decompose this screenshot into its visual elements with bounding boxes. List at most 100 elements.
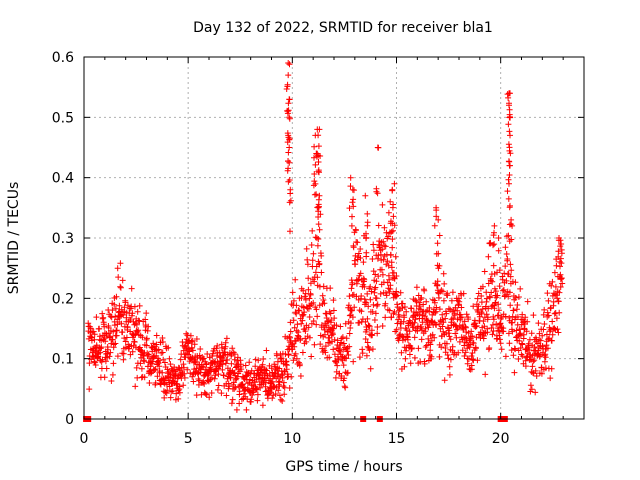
data-point <box>522 357 529 364</box>
data-point <box>260 356 267 362</box>
data-point <box>374 324 381 330</box>
data-point <box>462 349 469 356</box>
data-point <box>284 108 291 115</box>
data-point <box>286 96 293 103</box>
data-point <box>495 247 502 254</box>
data-point <box>436 232 443 239</box>
data-point <box>141 374 148 381</box>
y-axis-label: SRMTID / TECUs <box>6 182 22 295</box>
data-point <box>364 343 371 350</box>
data-point <box>435 216 442 223</box>
data-point <box>428 353 435 360</box>
data-point <box>287 319 294 326</box>
x-tick-label: 10 <box>283 431 301 447</box>
data-point <box>551 269 558 276</box>
data-point <box>350 196 357 203</box>
data-point <box>382 300 389 307</box>
data-point <box>436 353 443 360</box>
data-point <box>387 282 394 289</box>
data-point <box>141 358 148 365</box>
data-point <box>524 298 531 305</box>
data-point <box>259 361 266 368</box>
data-point <box>387 198 394 205</box>
data-point <box>373 295 380 302</box>
data-point <box>269 395 276 402</box>
data-point <box>385 209 392 216</box>
chart-title: Day 132 of 2022, SRMTID for receiver bla… <box>193 20 493 36</box>
data-point <box>113 327 120 334</box>
data-point <box>502 244 509 251</box>
data-point <box>223 335 230 342</box>
data-point <box>277 396 284 403</box>
data-point <box>187 332 194 339</box>
x-tick-label: 5 <box>184 431 193 447</box>
data-point <box>267 389 274 396</box>
data-point <box>86 360 93 367</box>
data-point <box>348 222 355 229</box>
data-point <box>296 361 303 368</box>
data-point <box>488 289 495 296</box>
data-point <box>312 269 319 276</box>
data-point <box>418 294 425 301</box>
data-point <box>530 312 537 319</box>
data-point <box>543 331 550 338</box>
data-point <box>337 323 344 330</box>
data-point <box>401 314 408 321</box>
data-point <box>362 336 369 342</box>
data-point <box>362 299 369 306</box>
data-point <box>380 238 387 245</box>
data-point <box>347 174 354 181</box>
data-point <box>367 283 374 290</box>
data-point <box>440 328 447 335</box>
data-point <box>206 394 213 401</box>
data-point <box>557 263 563 270</box>
data-point <box>290 317 297 324</box>
data-point <box>181 370 188 377</box>
data-point <box>538 370 545 377</box>
data-point <box>188 344 195 351</box>
data-point <box>279 398 286 404</box>
data-point <box>555 248 562 255</box>
data-point <box>363 299 370 306</box>
data-point <box>369 256 376 262</box>
data-point <box>363 253 370 260</box>
data-point <box>512 294 519 301</box>
data-point <box>559 280 566 287</box>
data-point <box>332 374 339 381</box>
data-point <box>416 303 423 310</box>
data-point <box>496 336 503 343</box>
data-point <box>421 287 428 294</box>
data-point <box>411 334 418 341</box>
data-point <box>242 362 249 369</box>
data-point <box>180 382 187 389</box>
data-point <box>284 167 291 174</box>
data-point <box>490 262 497 269</box>
data-point <box>507 302 514 309</box>
data-point <box>147 370 154 377</box>
data-point <box>388 218 394 225</box>
data-point <box>141 349 148 356</box>
data-point <box>285 158 292 165</box>
data-point <box>285 132 292 139</box>
data-point <box>198 363 205 370</box>
data-point <box>306 334 313 341</box>
data-point <box>553 262 560 269</box>
data-point <box>533 373 540 379</box>
data-point <box>475 303 482 310</box>
data-point <box>485 305 492 312</box>
data-point <box>306 295 313 302</box>
data-point <box>489 278 496 285</box>
data-point <box>391 309 398 315</box>
data-point <box>115 274 122 281</box>
data-point <box>152 366 159 372</box>
data-point <box>132 383 139 390</box>
data-point <box>374 330 381 337</box>
data-point <box>118 320 125 327</box>
data-point <box>505 293 512 300</box>
data-point <box>421 360 428 367</box>
data-point <box>276 392 283 399</box>
data-point <box>299 312 306 319</box>
data-point <box>347 320 354 327</box>
data-point <box>133 321 140 328</box>
data-point <box>502 353 509 360</box>
